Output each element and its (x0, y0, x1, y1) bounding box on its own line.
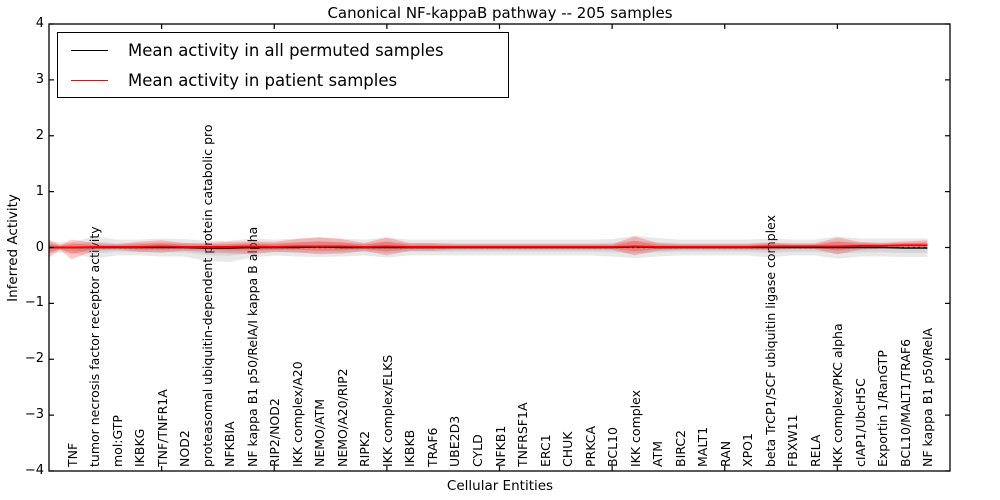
legend-entry-permuted: Mean activity in all permuted samples (58, 35, 508, 65)
legend-entry-patient: Mean activity in patient samples (58, 65, 508, 95)
y-tick-label: 0 (35, 239, 44, 255)
chart-title: Canonical NF-kappaB pathway -- 205 sampl… (327, 4, 673, 22)
legend-line-permuted-icon (71, 49, 108, 51)
y-tick-label: 4 (35, 16, 44, 31)
y-tick-label: 2 (35, 127, 44, 143)
permuted-band-outer (49, 235, 928, 263)
legend-label-permuted: Mean activity in all permuted samples (128, 40, 444, 60)
y-tick-label: −3 (24, 407, 44, 423)
y-tick-label: −4 (24, 463, 44, 478)
legend: Mean activity in all permuted samples Me… (57, 32, 509, 98)
y-tick-label: 3 (35, 71, 44, 87)
y-tick-label: −1 (24, 295, 44, 311)
legend-label-patient: Mean activity in patient samples (128, 70, 398, 90)
permuted-band-inner (49, 240, 928, 256)
legend-line-patient-icon (71, 79, 108, 81)
x-axis-label: Cellular Entities (446, 478, 554, 494)
y-tick-label: −2 (24, 351, 44, 367)
y-tick-label: 1 (35, 183, 44, 199)
patient-mean-line (49, 244, 928, 249)
